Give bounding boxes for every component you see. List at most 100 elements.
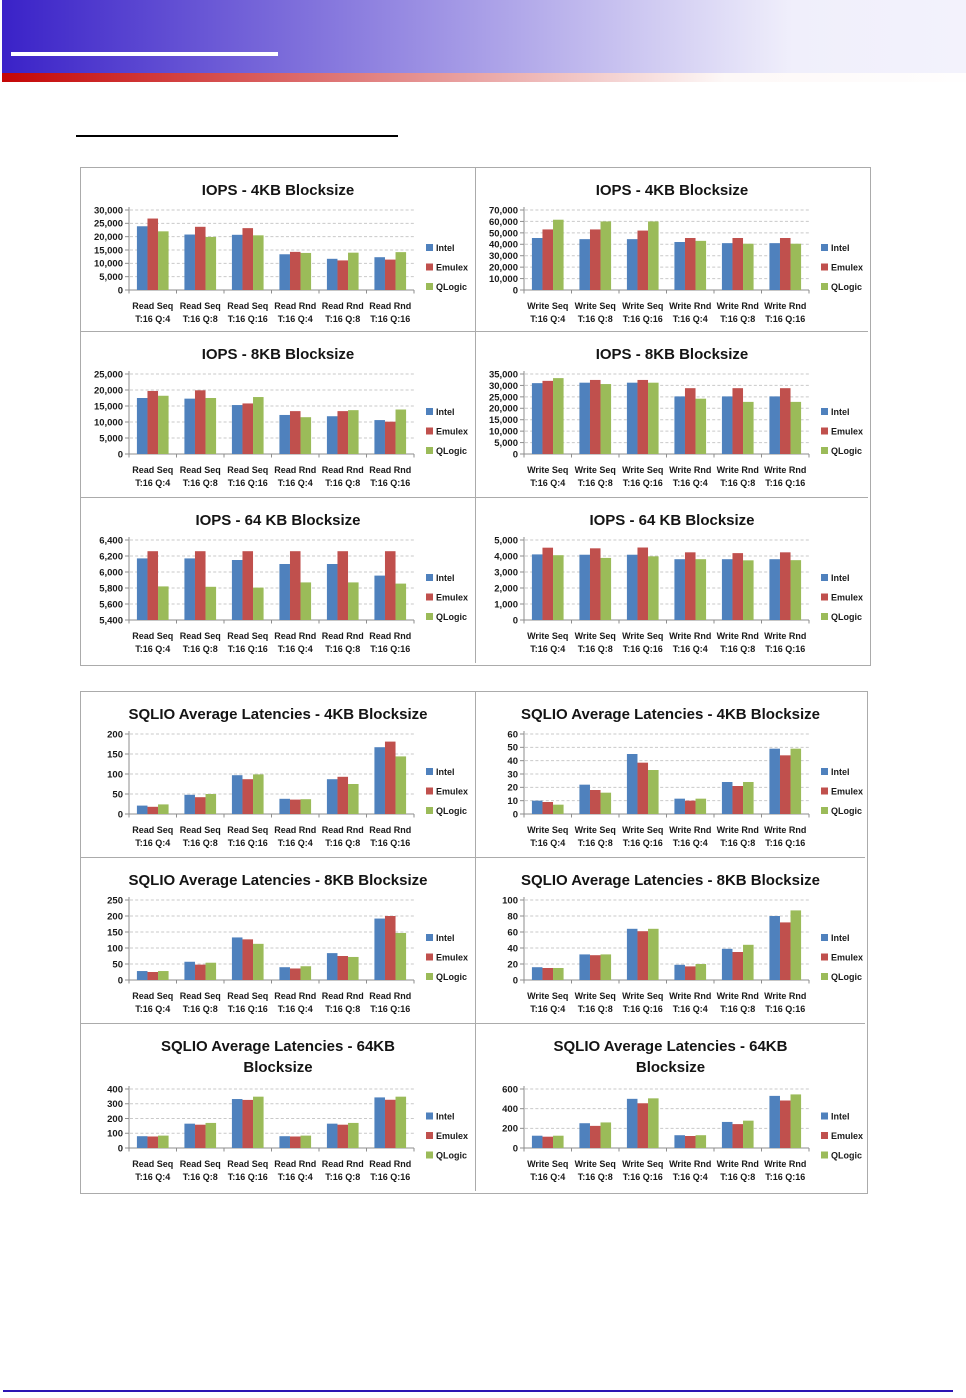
legend-swatch-emulex bbox=[426, 1132, 433, 1139]
bar-intel-g2 bbox=[579, 382, 590, 454]
legend-label-emulex: Emulex bbox=[831, 592, 863, 602]
bar-intel-g6 bbox=[374, 1097, 385, 1148]
category-label: Read Seq bbox=[180, 825, 221, 835]
bar-intel-g3 bbox=[231, 775, 243, 814]
chart-iops-64kb-write: IOPS - 64 KB Blocksize 0 1,000 2,000 3,000 4,… bbox=[494, 512, 863, 654]
bar-emulex-g4 bbox=[684, 388, 696, 454]
y-tick-label: 30,000 bbox=[94, 205, 123, 216]
legend-swatch-emulex bbox=[426, 787, 433, 795]
bar-intel-g2 bbox=[184, 398, 195, 454]
bar-intel-g3 bbox=[231, 1099, 243, 1148]
y-tick-label: 70,000 bbox=[489, 205, 518, 216]
bar-qlogic-g3 bbox=[253, 587, 264, 620]
legend-label-intel: Intel bbox=[436, 573, 455, 583]
bar-intel-g1 bbox=[136, 971, 148, 980]
category-label: T:16 Q:16 bbox=[228, 314, 268, 324]
bar-intel-g5 bbox=[326, 258, 338, 290]
category-label: T:16 Q:8 bbox=[183, 1172, 218, 1182]
category-label: T:16 Q:4 bbox=[673, 1172, 708, 1182]
bar-qlogic-g6 bbox=[790, 243, 802, 290]
y-tick-label: 10 bbox=[507, 796, 518, 807]
y-tick-label: 0 bbox=[513, 615, 518, 626]
category-label: T:16 Q:16 bbox=[228, 478, 268, 488]
category-label: Write Rnd bbox=[669, 1159, 711, 1169]
y-tick-label: 150 bbox=[107, 749, 123, 760]
category-label: T:16 Q:4 bbox=[278, 478, 313, 488]
bar-qlogic-g5 bbox=[743, 782, 754, 814]
chart-title: Blocksize bbox=[636, 1059, 705, 1076]
y-tick-label: 0 bbox=[118, 285, 123, 296]
y-tick-label: 5,000 bbox=[99, 272, 123, 283]
bar-intel-g3 bbox=[626, 754, 638, 814]
bar-qlogic-g5 bbox=[348, 956, 359, 980]
chart-title: IOPS - 8KB Blocksize bbox=[202, 346, 355, 363]
category-label: T:16 Q:8 bbox=[325, 1004, 360, 1014]
bar-emulex-g3 bbox=[637, 230, 649, 290]
y-tick-label: 20,000 bbox=[489, 404, 518, 415]
category-label: Read Rnd bbox=[369, 825, 411, 835]
bar-intel-g4 bbox=[279, 564, 290, 620]
y-tick-label: 150 bbox=[107, 927, 123, 938]
bar-emulex-g4 bbox=[289, 799, 301, 814]
legend-label-qlogic: QLogic bbox=[831, 972, 862, 982]
category-label: T:16 Q:4 bbox=[530, 314, 565, 324]
y-tick-label: 5,600 bbox=[99, 599, 123, 610]
legend-swatch-intel bbox=[821, 768, 828, 775]
chart-latency-64kb-read: SQLIO Average Latencies - 64KB Blocksize 0… bbox=[107, 1038, 468, 1182]
y-tick-label: 0 bbox=[118, 1143, 123, 1154]
y-tick-label: 25,000 bbox=[489, 392, 518, 403]
bar-qlogic-g5 bbox=[743, 560, 754, 620]
y-tick-label: 0 bbox=[513, 975, 518, 986]
legend-label-emulex: Emulex bbox=[831, 262, 863, 272]
y-tick-label: 300 bbox=[107, 1099, 123, 1110]
bar-emulex-g1 bbox=[542, 547, 554, 620]
bar-emulex-g5 bbox=[337, 260, 349, 290]
bar-emulex-g3 bbox=[242, 779, 254, 814]
bar-intel-g5 bbox=[721, 396, 733, 454]
y-tick-label: 6,200 bbox=[99, 551, 123, 562]
category-label: T:16 Q:4 bbox=[135, 1172, 170, 1182]
bar-intel-g5 bbox=[721, 243, 733, 290]
category-label: Write Seq bbox=[527, 825, 568, 835]
category-label: Read Rnd bbox=[274, 465, 316, 475]
category-label: Read Seq bbox=[227, 991, 268, 1001]
category-label: Read Seq bbox=[132, 631, 173, 641]
bar-emulex-g6 bbox=[779, 388, 791, 454]
legend-label-emulex: Emulex bbox=[436, 1131, 468, 1141]
y-tick-label: 30 bbox=[507, 769, 518, 780]
category-label: T:16 Q:4 bbox=[278, 644, 313, 654]
legend-label-intel: Intel bbox=[436, 407, 455, 417]
category-label: Read Seq bbox=[132, 825, 173, 835]
legend-label-qlogic: QLogic bbox=[831, 612, 862, 622]
bar-qlogic-g5 bbox=[348, 784, 359, 814]
chart-title: SQLIO Average Latencies - 64KB bbox=[554, 1038, 788, 1055]
category-label: Read Rnd bbox=[369, 1159, 411, 1169]
bar-qlogic-g6 bbox=[790, 401, 802, 454]
chart-title: IOPS - 4KB Blocksize bbox=[202, 182, 355, 199]
category-label: Read Seq bbox=[132, 991, 173, 1001]
header-banner bbox=[2, 0, 966, 73]
category-label: T:16 Q:4 bbox=[673, 314, 708, 324]
chart-title: IOPS - 4KB Blocksize bbox=[596, 182, 749, 199]
category-label: Read Seq bbox=[227, 1159, 268, 1169]
category-label: Write Rnd bbox=[764, 1159, 806, 1169]
bar-qlogic-g6 bbox=[790, 910, 802, 980]
category-label: Read Seq bbox=[132, 465, 173, 475]
category-label: T:16 Q:16 bbox=[623, 314, 663, 324]
bar-emulex-g4 bbox=[684, 552, 696, 620]
category-label: T:16 Q:4 bbox=[530, 1172, 565, 1182]
category-label: T:16 Q:16 bbox=[370, 644, 410, 654]
bar-intel-g4 bbox=[279, 414, 290, 454]
bar-emulex-g1 bbox=[542, 380, 554, 454]
category-label: Read Seq bbox=[180, 1159, 221, 1169]
category-label: Read Rnd bbox=[274, 631, 316, 641]
bar-intel-g3 bbox=[626, 928, 638, 980]
bar-emulex-g3 bbox=[637, 1103, 649, 1148]
bar-intel-g1 bbox=[531, 967, 543, 980]
bar-emulex-g2 bbox=[589, 379, 601, 454]
bar-emulex-g3 bbox=[242, 403, 254, 454]
y-tick-label: 6,400 bbox=[99, 535, 123, 546]
legend-swatch-qlogic bbox=[426, 613, 433, 620]
bar-qlogic-g6 bbox=[395, 756, 407, 814]
category-label: T:16 Q:4 bbox=[135, 314, 170, 324]
